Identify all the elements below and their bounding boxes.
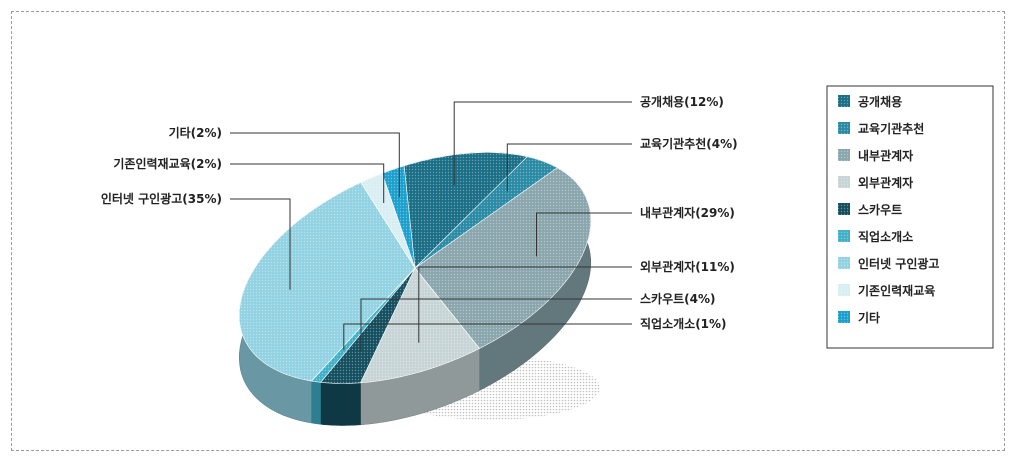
slice-8-leader-line	[230, 163, 385, 203]
legend-swatch-texture-3	[838, 149, 850, 161]
legend-label-1: 공개채용	[858, 94, 902, 109]
slice-6-label: 직업소개소(1%)	[640, 316, 727, 331]
slice-6-side	[311, 380, 321, 425]
slice-1-texture	[404, 152, 528, 268]
pie-slices	[238, 152, 592, 426]
slice-1-leader-line	[453, 101, 632, 186]
legend-label-8: 기존인력재교육	[858, 283, 935, 298]
slice-4-texture	[360, 268, 480, 383]
slice-5-leader-line	[360, 298, 632, 352]
legend-box	[826, 85, 994, 349]
legend-swatch-texture-5	[838, 203, 850, 215]
pie-labels: 공개채용(12%) 교육기관추천(4%) 내부관계자(29%) 외부관계자(11%) 스…	[101, 94, 738, 352]
legend-label-6: 직업소개소	[858, 229, 913, 244]
legend-swatch-texture-7	[838, 257, 850, 269]
legend-label-7: 인터넷 구인광고	[858, 256, 939, 271]
slice-8-label: 기존인력재교육(2%)	[113, 156, 222, 171]
legend-label-2: 교육기관추천	[858, 121, 924, 136]
legend-label-9: 기타	[858, 310, 880, 325]
slice-5-label: 스카우트(4%)	[640, 291, 716, 306]
slice-5-side	[320, 382, 361, 426]
legend-label-3: 내부관계자	[858, 148, 913, 163]
slice-6-leader-line	[343, 323, 632, 350]
legend-label-5: 스카우트	[858, 202, 902, 217]
slice-3-leader-line	[536, 212, 632, 257]
slice-2-leader-line	[506, 143, 632, 192]
chart-frame	[11, 11, 1005, 451]
slice-9-texture	[382, 165, 415, 268]
slice-4-label: 외부관계자(11%)	[640, 259, 735, 274]
slice-3-label: 내부관계자(29%)	[640, 205, 735, 220]
slice-8-texture	[360, 173, 415, 268]
legend-swatch-texture-2	[838, 122, 850, 134]
legend-label-4: 외부관계자	[858, 175, 913, 190]
legend-swatch-texture-8	[838, 284, 850, 296]
slice-4-leader-line	[418, 266, 632, 343]
slice-7-texture	[239, 182, 415, 381]
slice-2-texture	[415, 156, 558, 268]
legend-swatch-texture-6	[838, 230, 850, 242]
slice-1-label: 공개채용(12%)	[640, 94, 724, 109]
slice-9-label: 기타(2%)	[169, 125, 222, 140]
legend-swatch-texture-4	[838, 176, 850, 188]
legend-swatch-texture-9	[838, 311, 850, 323]
slice-2-label: 교육기관추천(4%)	[640, 136, 738, 151]
slice-7-leader-line	[230, 198, 291, 290]
legend-swatch-texture-1	[838, 95, 850, 107]
slice-7-label: 인터넷 구인광고(35%)	[101, 191, 222, 206]
slice-9-leader-line	[230, 132, 400, 198]
